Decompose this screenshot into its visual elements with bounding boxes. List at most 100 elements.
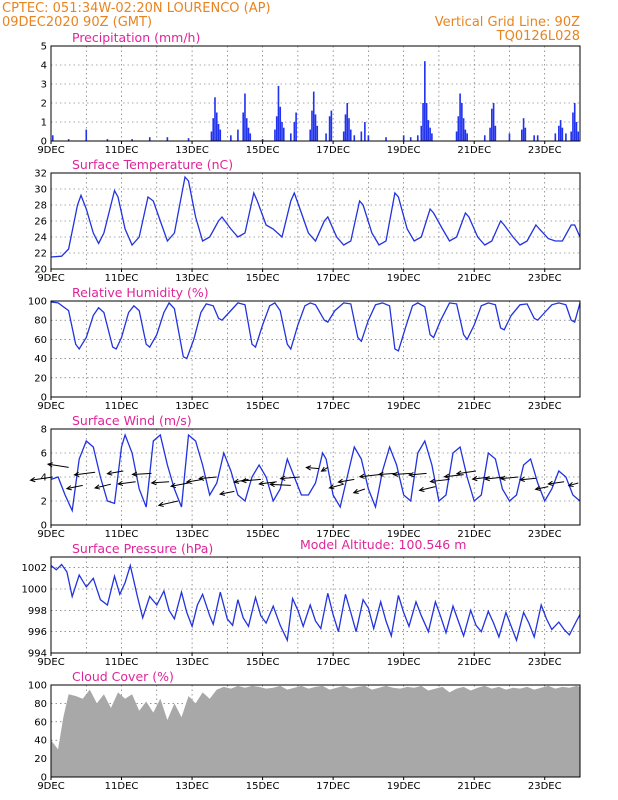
precip-bar [245,118,248,141]
precipitation-title: Precipitation (mm/h) [72,30,200,45]
x-tick-label: 15DEC [246,529,280,540]
wind-vector-arrow [106,470,124,476]
precip-bar [561,127,564,141]
precip-bar [249,133,252,141]
y-tick-label: 40 [34,354,47,365]
precip-bar [295,112,297,141]
y-tick-label: 22 [34,249,47,260]
precip-bar [416,135,419,141]
wind-vector-arrow [392,471,411,477]
precip-bar [282,127,285,141]
x-tick-label: 11DEC [105,657,139,668]
precipitation-panel: 0 1 2 3 4 5 9DEC 11DEC 13DEC 15DEC 17DEC 19DEC 21DEC… [37,30,581,156]
x-tick-label: 9DEC [37,529,64,540]
precipitation-plot-frame [50,45,581,142]
x-tick-label: 9DEC [37,657,64,668]
precip-bar [309,129,312,141]
precip-bar [491,108,493,141]
precip-bar [314,114,317,141]
wind-vector-arrow [65,484,83,491]
wind-vector-arrow [518,476,536,482]
precip-bar [364,122,366,141]
precip-bar [420,125,423,141]
temperature-plot-frame [50,172,581,270]
precip-bar [429,127,431,141]
y-tick-label: 1 [41,118,47,129]
x-tick-label: 17DEC [316,273,350,284]
x-tick-label: 11DEC [105,401,139,412]
precip-bar [215,112,218,141]
precip-bar [293,122,296,141]
cloud-cover-area [51,685,580,777]
precip-bar [247,127,250,141]
x-tick-label: 21DEC [457,273,491,284]
y-tick-label: 20 [34,265,47,276]
precip-bar [521,129,523,141]
x-tick-label: 19DEC [387,145,421,156]
precip-bar [565,133,567,141]
precip-bar [483,135,486,141]
y-tick-label: 994 [28,649,47,660]
wind-series-line [50,433,581,513]
precip-bar [261,139,264,141]
y-tick-label: 996 [28,627,47,638]
wind-plot-frame [50,428,581,526]
x-tick-label: 21DEC [457,145,491,156]
wind-vector-arrow [429,478,450,484]
precip-bar [210,131,213,141]
wind-title: Surface Wind (m/s) [72,413,192,428]
y-tick-label: 20 [34,754,47,765]
wind-vector-arrow [198,475,217,481]
wind-vector-arrow [407,472,427,478]
x-tick-label: 13DEC [175,401,209,412]
precip-bar [457,116,460,141]
humidity-plot-frame [50,300,581,398]
precip-bar [533,135,535,141]
precip-bar [508,133,511,141]
y-tick-label: 30 [34,185,47,196]
y-tick-label: 0 [41,393,47,404]
x-tick-label: 15DEC [246,401,280,412]
wind-vector-arrow [534,485,549,491]
precip-bar [522,118,525,141]
precip-bar [431,133,433,141]
wind-vector-arrow [117,480,136,487]
precip-bar [187,138,190,141]
precip-bar [348,118,350,141]
x-tick-label: 13DEC [175,529,209,540]
wind-vector-arrow [377,471,395,477]
precip-bar [492,103,495,141]
x-tick-label: 19DEC [387,529,421,540]
y-tick-label: 2 [41,497,47,508]
model-altitude-label: Model Altitude: 100.546 m [300,537,466,552]
y-tick-label: 0 [41,521,47,532]
precip-bar [494,125,497,141]
precip-bar [455,131,458,141]
precip-bar [344,114,347,141]
x-tick-label: 9DEC [37,781,64,792]
wind-vector-arrow [73,471,96,477]
y-tick-label: 8 [41,425,47,436]
x-tick-label: 13DEC [175,657,209,668]
wind-vector-arrow [240,478,261,484]
precip-bar [346,103,349,141]
x-tick-label: 21DEC [457,529,491,540]
x-tick-label: 19DEC [387,657,421,668]
precip-bar [536,135,539,141]
y-tick-label: 100 [28,297,47,308]
precip-bar [385,137,387,141]
x-tick-label: 19DEC [387,273,421,284]
wind-vector-arrow [258,480,277,487]
precip-bar [573,103,576,141]
y-tick-label: 6 [41,449,47,460]
wind-vector-arrow [150,479,170,486]
x-tick-label: 17DEC [316,529,350,540]
x-tick-label: 9DEC [37,145,64,156]
temperature-panel: 20 22 24 26 28 30 32 9DEC 11DEC 13DEC 15DEC 17DEC 19… [34,157,581,284]
x-tick-label: 17DEC [316,401,350,412]
humidity-title: Relative Humidity (%) [72,285,209,300]
y-tick-label: 3 [41,80,47,91]
precip-bar [349,129,352,141]
wind-vector-arrow [93,483,112,490]
